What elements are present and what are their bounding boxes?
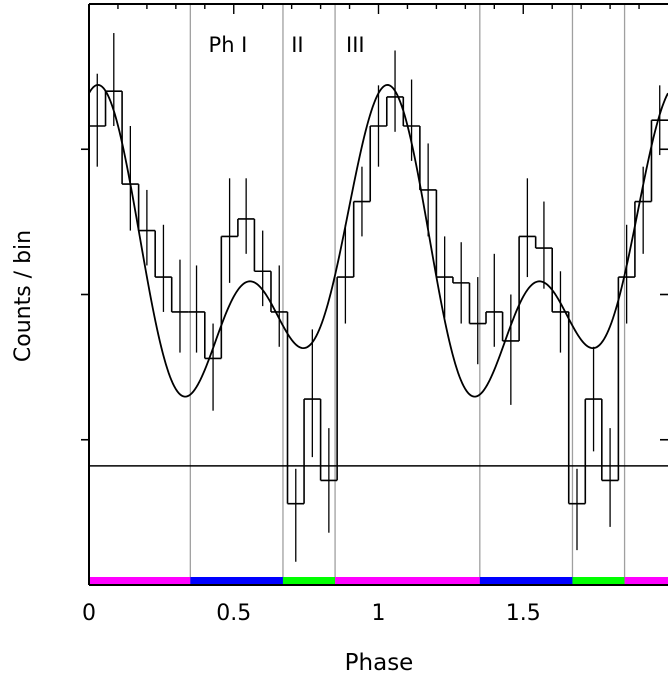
phase-label-1: II: [291, 33, 303, 57]
x-tick-label-1: 0.5: [216, 601, 251, 626]
phase-bar-segment-0: [89, 577, 191, 585]
phase-color-bar: [89, 577, 668, 585]
phase-label-2: III: [346, 33, 365, 57]
phase-bar-segment-1: [190, 577, 283, 585]
count-histogram: [89, 90, 668, 505]
x-tick-label-2: 1: [372, 601, 386, 626]
x-tick-labels: 0 0.5 1 1.5: [82, 601, 541, 626]
phase-boundary-lines: [189, 4, 626, 585]
phase-bar-segment-4: [479, 577, 573, 585]
x-tick-label-0: 0: [82, 601, 96, 626]
y-axis-label: Counts / bin: [11, 230, 36, 362]
phase-bar-segment-3: [335, 577, 480, 585]
model-curve: [89, 84, 668, 398]
phase-labels: Ph I II III: [209, 33, 365, 57]
model-curve-line: [89, 84, 668, 398]
x-tick-label-3: 1.5: [506, 601, 541, 626]
phase-bar-segment-6: [624, 577, 668, 585]
x-axis-label: Phase: [345, 650, 414, 676]
phase-bar-segment-5: [572, 577, 625, 585]
phase-label-0: Ph I: [209, 33, 248, 57]
axis-ticks: [81, 4, 668, 441]
phase-bar-segment-2: [282, 577, 336, 585]
error-bars: [96, 33, 661, 562]
